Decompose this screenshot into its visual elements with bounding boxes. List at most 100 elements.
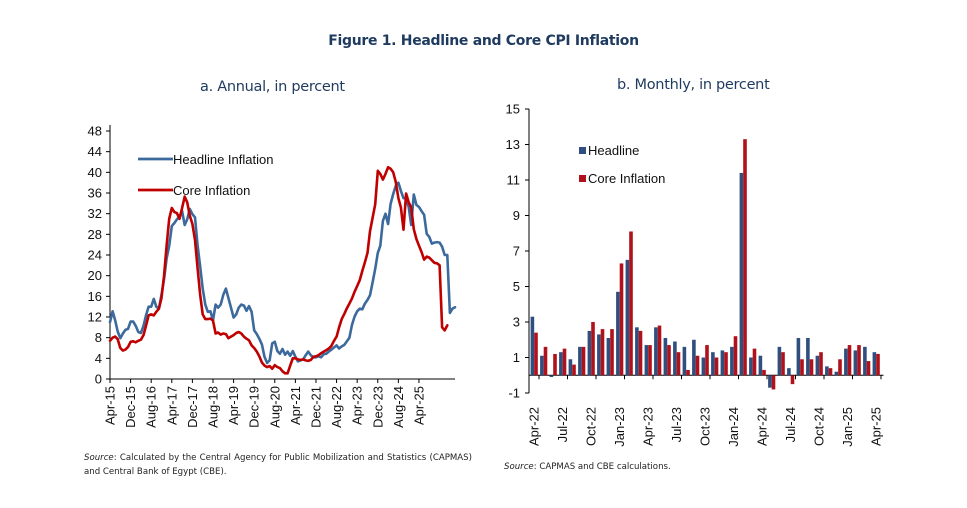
- bar-core-inflation: [866, 361, 871, 376]
- bar-headline: [758, 355, 763, 376]
- bar-headline: [825, 366, 829, 376]
- bar-core-inflation: [790, 375, 795, 385]
- bar-headline: [834, 371, 839, 376]
- x-tick-label: Apr-19: [226, 386, 241, 425]
- source-note-annual: Source: Calculated by the Central Agency…: [84, 451, 472, 479]
- bar-headline: [739, 172, 744, 376]
- bar-core-inflation: [781, 352, 785, 376]
- x-tick-label: Apr-17: [164, 386, 179, 425]
- y-tick-label: 3: [513, 315, 520, 330]
- legend-swatch: [579, 175, 586, 182]
- bar-core-inflation: [581, 346, 586, 376]
- y-tick-label: 4: [95, 351, 102, 366]
- legend-label: Headline: [588, 143, 639, 158]
- x-tick-label: Jul-23: [669, 407, 684, 442]
- x-tick-label: Dec-19: [247, 386, 262, 428]
- legend-swatch: [579, 147, 586, 154]
- x-tick-label: Apr-23: [641, 407, 656, 446]
- bar-core-inflation: [657, 325, 662, 376]
- bar-headline: [597, 334, 601, 376]
- y-tick-label: 11: [507, 173, 521, 188]
- bar-headline: [806, 337, 810, 376]
- bar-core-inflation: [591, 322, 595, 376]
- y-tick-label: 32: [88, 206, 102, 221]
- bar-headline: [568, 359, 573, 376]
- bar-core-inflation: [676, 352, 681, 376]
- bar-headline: [635, 327, 639, 376]
- bar-core-inflation: [809, 359, 814, 376]
- bar-headline: [673, 341, 677, 376]
- x-tick-label: Apr-21: [288, 386, 303, 425]
- x-tick-label: Aug-18: [205, 386, 220, 428]
- y-tick-label: 7: [513, 244, 520, 259]
- bar-core-inflation: [876, 353, 880, 376]
- bar-headline: [787, 368, 791, 376]
- legend-label: Headline Inflation: [173, 152, 273, 167]
- bar-core-inflation: [733, 336, 738, 376]
- y-tick-label: -1: [508, 386, 520, 401]
- bar-headline: [730, 346, 734, 376]
- bar-core-inflation: [752, 348, 757, 376]
- panel-b-title: b. Monthly, in percent: [617, 77, 770, 93]
- y-tick-label: 28: [88, 227, 102, 242]
- bar-core-inflation: [553, 353, 557, 376]
- x-tick-label: Apr-25: [869, 407, 884, 446]
- bar-core-inflation: [762, 369, 766, 376]
- y-tick-label: 44: [88, 144, 102, 159]
- bar-core-inflation: [743, 139, 747, 376]
- x-tick-label: Jul-22: [555, 407, 570, 442]
- bar-core-inflation: [648, 345, 652, 376]
- bar-headline: [578, 346, 582, 376]
- x-tick-label: Aug-16: [144, 386, 159, 428]
- bar-core-inflation: [705, 345, 709, 376]
- y-tick-label: 36: [88, 186, 102, 201]
- bar-headline: [549, 375, 554, 378]
- bar-core-inflation: [686, 369, 690, 376]
- legend-label: Core Inflation: [588, 171, 665, 186]
- bar-core-inflation: [847, 345, 852, 376]
- bar-headline: [540, 355, 544, 376]
- bar-headline: [559, 352, 563, 376]
- bar-core-inflation: [619, 263, 624, 376]
- bar-headline: [616, 291, 620, 376]
- bar-headline: [692, 339, 696, 376]
- x-tick-label: Aug-24: [391, 386, 406, 428]
- bar-headline: [711, 352, 715, 376]
- source-note-monthly: Source: CAPMAS and CBE calculations.: [504, 460, 671, 474]
- source-label: Source: [84, 453, 114, 463]
- bar-core-inflation: [819, 352, 823, 376]
- bar-headline: [796, 337, 801, 376]
- y-tick-label: 16: [88, 289, 102, 304]
- y-tick-label: 24: [88, 248, 102, 263]
- x-tick-label: Dec-17: [185, 386, 200, 428]
- bar-headline: [701, 357, 706, 376]
- bar-headline: [749, 357, 753, 376]
- bar-headline: [663, 337, 668, 376]
- bar-headline: [682, 346, 687, 376]
- bar-headline: [606, 337, 611, 376]
- y-tick-label: 8: [95, 330, 102, 345]
- bar-core-inflation: [838, 359, 842, 376]
- x-tick-label: Dec-15: [123, 386, 138, 428]
- y-tick-label: 13: [506, 137, 520, 152]
- bar-core-inflation: [572, 364, 576, 376]
- bar-core-inflation: [610, 329, 614, 376]
- bar-core-inflation: [562, 348, 567, 376]
- figure-title: Figure 1. Headline and Core CPI Inflatio…: [328, 33, 639, 49]
- bar-headline: [815, 355, 820, 376]
- y-tick-label: 0: [95, 372, 102, 387]
- source-text: : CAPMAS and CBE calculations.: [533, 462, 671, 472]
- bar-core-inflation: [667, 345, 671, 376]
- x-tick-label: Aug-20: [267, 386, 282, 428]
- x-tick-label: Apr-22: [527, 407, 542, 446]
- bar-headline: [777, 346, 782, 376]
- bar-headline: [587, 330, 592, 376]
- bar-headline: [768, 375, 772, 388]
- bar-core-inflation: [857, 345, 861, 376]
- x-tick-label: Dec-23: [370, 386, 385, 428]
- source-label: Source: [504, 462, 534, 472]
- bar-core-inflation: [771, 375, 776, 390]
- y-tick-label: 48: [88, 124, 102, 139]
- y-tick-label: 5: [513, 279, 520, 294]
